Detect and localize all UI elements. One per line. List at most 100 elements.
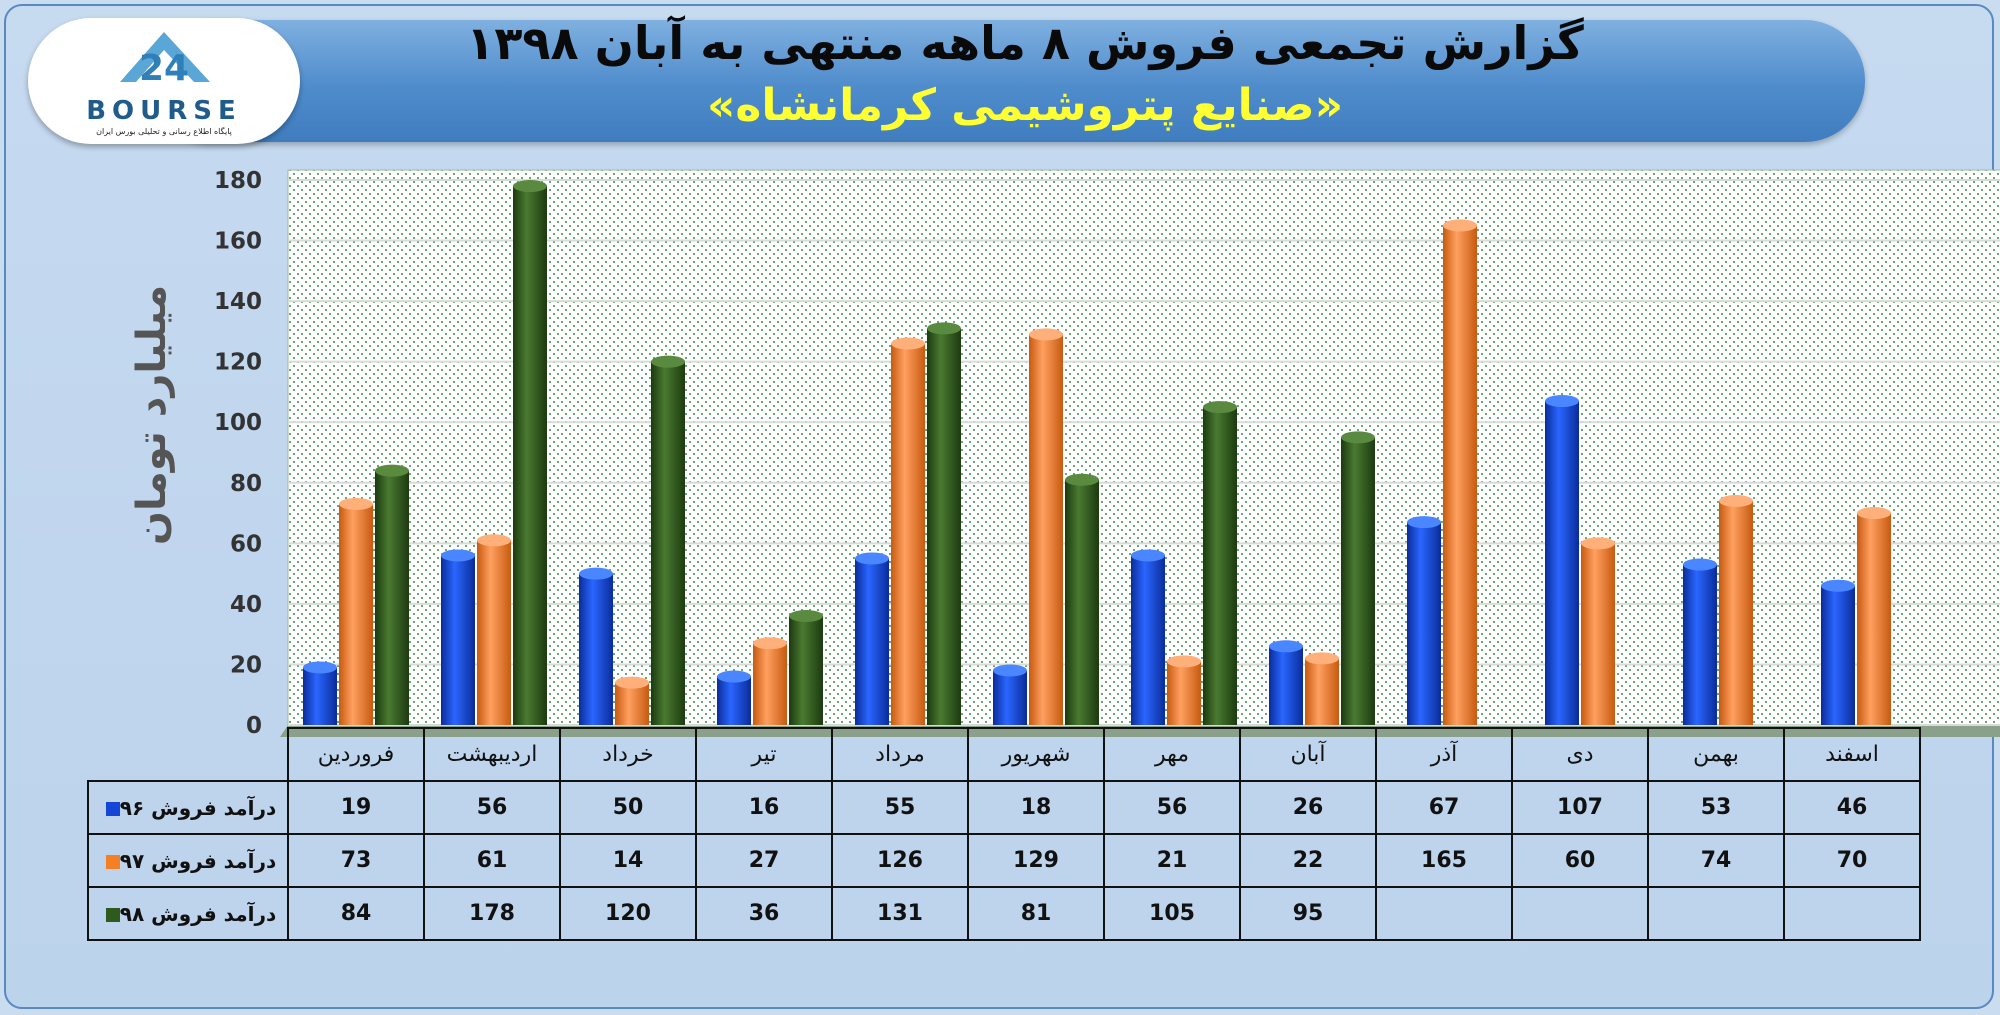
table-cell [1783,886,1921,941]
table-cell: 50 [559,780,697,835]
bar [615,676,649,725]
chart-title: گزارش تجمعی فروش ۸ ماهه منتهی به آبان ۱۳… [466,16,1584,70]
bar [1407,516,1441,725]
bar [1545,395,1579,725]
bar-cap [717,670,751,683]
table-cell: 129 [967,833,1105,888]
table-cell: 56 [1103,780,1241,835]
table-cell: 84 [287,886,425,941]
table-cell: 53 [1647,780,1785,835]
bar [789,610,823,725]
logo-wordmark: BOURSE [86,96,242,126]
bar-body [1407,522,1441,725]
bar-body [1821,585,1855,725]
bar [1821,579,1855,725]
legend-swatch-icon [105,802,120,816]
bar [891,337,925,725]
table-cell: 67 [1375,780,1513,835]
table-cell [1375,886,1513,941]
bar [375,464,409,725]
bar-body [1341,437,1375,725]
table-cell: 26 [1239,780,1377,835]
bar [717,670,751,725]
bar-cap [1581,537,1615,550]
bar-cap [1341,431,1375,444]
bar [1341,431,1375,725]
legend-entry-97: درآمد فروش ۹۷ [87,833,289,888]
table-cell: 61 [423,833,561,888]
bar-body [513,186,547,726]
title-banner [150,20,1865,142]
bar-cap [1269,640,1303,653]
table-cell: 56 [423,780,561,835]
table-cell [1511,886,1649,941]
bar [303,661,337,725]
bar-cap [753,637,787,650]
table-cell: 60 [1511,833,1649,888]
table-cell: 120 [559,886,697,941]
table-cell: 105 [1103,886,1241,941]
bar [339,497,373,725]
bar [1857,507,1891,725]
table-header-cell: فروردین [287,727,425,782]
table-header-cell: اردیبهشت [423,727,561,782]
bar-body [717,676,751,725]
legend-label: درآمد فروش ۹۷ [119,848,277,873]
bar-body [579,573,613,725]
bar-body [375,470,409,725]
bar [1443,219,1477,725]
bar-cap [993,664,1027,677]
table-header-cell: اسفند [1783,727,1921,782]
y-tick-label: 120 [214,350,262,376]
bar [1167,655,1201,725]
bar-cap [579,567,613,580]
bar [753,637,787,725]
legend-swatch-icon [105,855,120,869]
bar-cap [1545,395,1579,408]
y-tick-label: 40 [230,592,262,618]
table-cell: 36 [695,886,833,941]
bar [579,567,613,725]
bar [855,552,889,725]
bar-body [1545,401,1579,725]
table-header-cell: مرداد [831,727,969,782]
bar-body [651,361,685,725]
bar-cap [339,497,373,510]
legend-entry-96: درآمد فروش ۹۶ [87,780,289,835]
bar [1581,537,1615,725]
bar-cap [1131,549,1165,562]
bar-cap [1167,655,1201,668]
bar-cap [1719,494,1753,507]
bar [1203,401,1237,725]
table-header-cell: دی [1511,727,1649,782]
table-header-row: فروردین اردیبهشت خرداد تیر مرداد شهریور … [88,727,1921,782]
bar-body [993,670,1027,725]
bar [1719,494,1753,725]
table-row: درآمد فروش ۹۷ 73 61 14 27 126 129 21 22 … [87,833,1921,888]
table-cell: 81 [967,886,1105,941]
table-cell: 107 [1511,780,1649,835]
table-cell: 165 [1375,833,1513,888]
bar [477,534,511,725]
logo-mark-icon: 24 [120,32,210,89]
bar-cap [1821,579,1855,592]
table-cell: 14 [559,833,697,888]
table-cell: 74 [1647,833,1785,888]
table-cell: 73 [287,833,425,888]
table-cell [1647,886,1785,941]
y-tick-label: 60 [230,531,262,557]
bar [1131,549,1165,725]
y-tick-label: 100 [214,410,262,436]
bar-cap [1683,558,1717,571]
table-header-cell: تیر [695,727,833,782]
bar-cap [927,322,961,335]
bourse-logo: 24 BOURSE پایگاه اطلاع رسانی و تحلیلی بو… [28,18,300,144]
bar-body [855,558,889,725]
bar-cap [615,676,649,689]
table-cell: 46 [1783,780,1921,835]
y-tick-label: 140 [214,289,262,315]
y-tick-label: 180 [214,168,262,194]
table-header-cell: مهر [1103,727,1241,782]
bar-body [1269,646,1303,725]
table-cell: 27 [695,833,833,888]
